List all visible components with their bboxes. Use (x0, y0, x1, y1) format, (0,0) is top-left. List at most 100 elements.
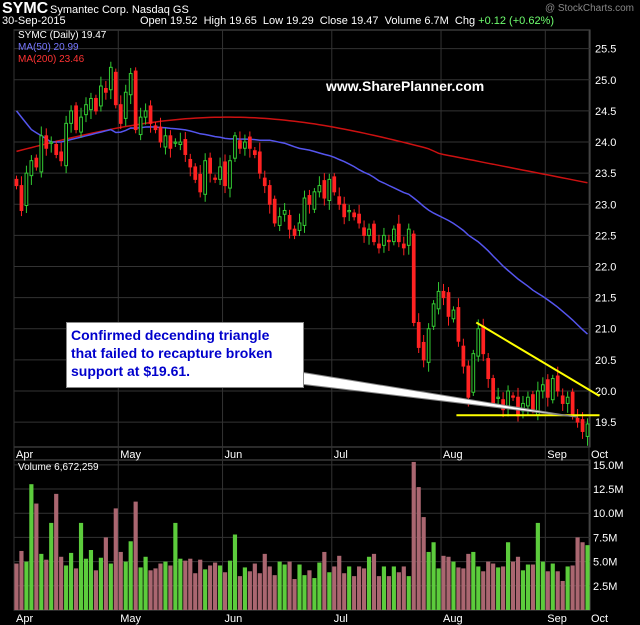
volume-bar (352, 576, 357, 610)
candle-body (575, 417, 580, 423)
volume-bar (312, 578, 317, 610)
candle-body (228, 160, 232, 189)
volume-bar (262, 553, 267, 610)
volume-bar (29, 484, 34, 610)
candle-body (362, 227, 366, 236)
volume-bar (163, 561, 168, 610)
volume-bar (272, 575, 277, 610)
volume-tick-label: 7.5M (593, 532, 617, 544)
candle-body (491, 378, 496, 404)
volume-tick-label: 12.5M (593, 484, 624, 496)
volume-bar (98, 557, 103, 610)
candle-body (123, 91, 128, 119)
annotation-line-1: Confirmed decending triangle (71, 327, 270, 343)
volume-bar (247, 571, 252, 610)
volume-bar (496, 567, 501, 610)
candle-body (446, 292, 451, 317)
resistance-trendline (475, 321, 601, 397)
candle-body (29, 160, 34, 177)
volume-bar (381, 566, 387, 610)
candle-body (138, 116, 143, 136)
candle-body (99, 85, 103, 107)
volume-bar (535, 522, 540, 610)
company-name: Symantec Corp. Nasdaq GS (50, 4, 189, 16)
volume-bar (332, 566, 337, 610)
candle-body (382, 234, 386, 246)
month-label: Apr (16, 449, 33, 461)
candle-body (44, 135, 49, 149)
volume-bar (555, 571, 560, 610)
volume-bar (143, 556, 148, 610)
volume-bar (193, 573, 198, 610)
candle-body (461, 345, 466, 367)
candle-body (431, 303, 436, 327)
candle-body (103, 88, 108, 93)
candle-body (411, 233, 416, 324)
volume-bar (510, 561, 516, 610)
candle-body (143, 110, 148, 118)
volume-bar (292, 579, 297, 610)
volume-bar (232, 534, 238, 610)
volume-bar (515, 556, 521, 610)
ohlc-summary: Open 19.52 High 19.65 Low 19.29 Close 19… (140, 15, 554, 27)
candle-body (337, 196, 342, 205)
volume-bar (366, 556, 372, 610)
candle-body (396, 223, 401, 243)
volume-bar (227, 560, 233, 610)
candle-body (372, 223, 376, 243)
volume-bar (83, 558, 89, 610)
ma200-line (16, 116, 588, 184)
candle-body (252, 150, 257, 155)
candle-body (511, 395, 515, 398)
volume-bar (456, 567, 461, 610)
month-label: May (120, 613, 141, 625)
volume-bar (133, 501, 138, 610)
volume-bar (128, 541, 133, 610)
volume-bar (252, 563, 257, 610)
price-tick-label: 25.0 (595, 75, 616, 87)
candle-body (377, 243, 381, 249)
volume-tick-label: 5.0M (593, 557, 617, 569)
candle-body (481, 325, 486, 355)
volume-bar (371, 553, 377, 610)
candle-body (496, 396, 501, 399)
volume-bar (282, 564, 287, 610)
candle-body (506, 390, 510, 408)
candle-body (223, 161, 227, 187)
volume-bar (277, 561, 282, 610)
candle-body (565, 396, 570, 404)
candle-body (585, 423, 590, 437)
volume-bar (386, 576, 391, 610)
volume-bar (426, 551, 431, 610)
volume-bar (237, 576, 243, 610)
volume-bar (123, 561, 128, 610)
candle-body (292, 228, 297, 236)
volume-bar (431, 542, 436, 610)
candle-body (148, 105, 153, 124)
candle-body (188, 158, 193, 168)
volume-bar (357, 566, 362, 610)
volume-bar (466, 553, 471, 610)
volume-bar (73, 568, 79, 610)
candle-body (183, 139, 188, 155)
candle-body (426, 328, 431, 363)
month-label: Jul (334, 449, 348, 461)
candle-body (570, 391, 575, 417)
volume-bar (302, 575, 307, 610)
volume-bar (401, 566, 406, 610)
quote-date: 30-Sep-2015 (2, 15, 66, 27)
candle-body (277, 216, 282, 226)
candle-body (158, 126, 163, 143)
candle-body (312, 191, 317, 210)
month-label: Sep (547, 613, 567, 625)
volume-bar (322, 551, 327, 610)
candle-body (54, 144, 59, 155)
volume-bar (560, 580, 565, 610)
candle-body (64, 122, 69, 167)
candle-body (118, 104, 123, 124)
volume-bar (108, 563, 113, 610)
candle-body (133, 70, 138, 131)
candle-body (24, 172, 29, 207)
volume-bar (49, 522, 54, 610)
price-tick-label: 20.0 (595, 386, 616, 398)
